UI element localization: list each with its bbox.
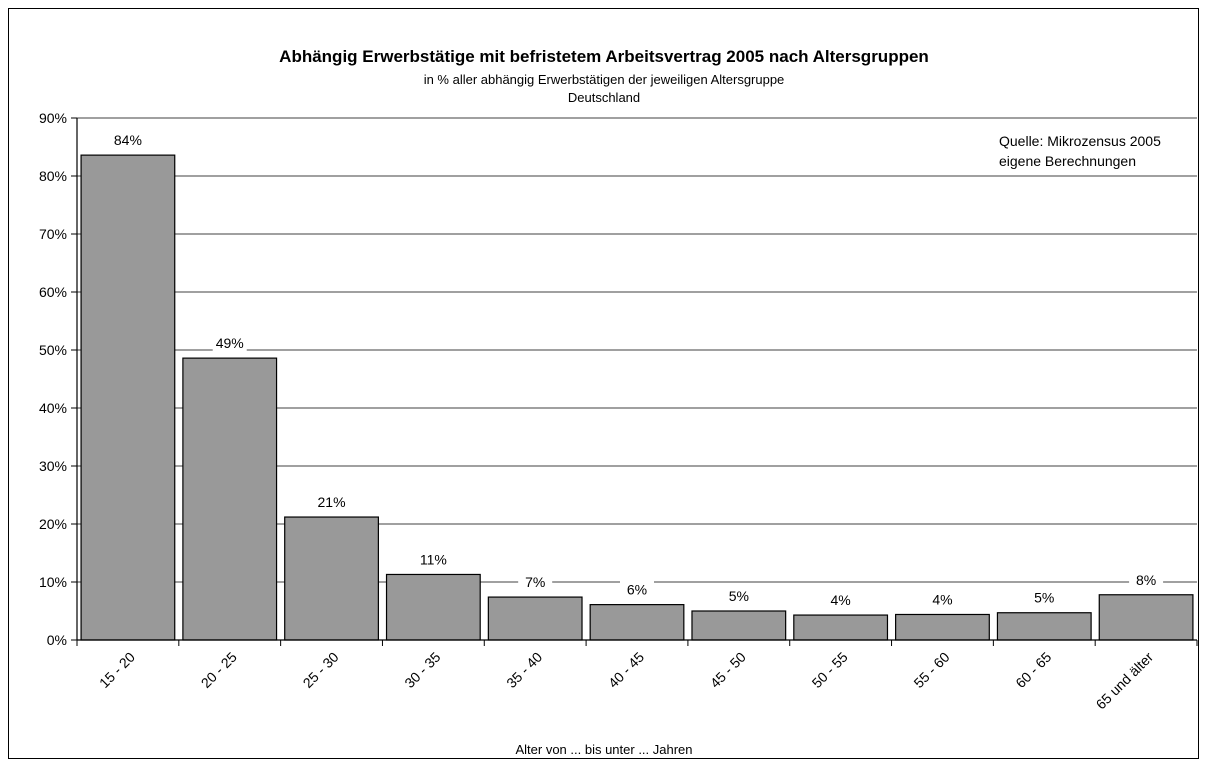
x-tick-label-2: 25 - 30 <box>300 649 342 691</box>
bar-0 <box>80 154 176 641</box>
value-label-3: 11% <box>420 551 447 567</box>
value-label-bg-0 <box>110 131 145 149</box>
y-tick-label-0: 0% <box>47 632 67 648</box>
x-tick-label-9: 60 - 65 <box>1012 649 1054 691</box>
value-label-1: 49% <box>216 335 244 351</box>
chart-title: Abhängig Erwerbstätige mit befristetem A… <box>279 47 929 66</box>
value-label-5: 6% <box>627 582 647 598</box>
y-tick-label-6: 60% <box>39 284 67 300</box>
value-label-bg-10 <box>1129 570 1164 588</box>
value-label-7: 4% <box>831 592 851 608</box>
value-label-bg-5 <box>620 580 654 598</box>
bar-3 <box>385 573 481 641</box>
bar-2 <box>284 516 379 641</box>
bar-9 <box>996 612 1092 641</box>
x-tick-label-1: 20 - 25 <box>198 649 240 691</box>
value-label-bg-2 <box>314 493 349 511</box>
y-tick-label-2: 20% <box>39 516 67 532</box>
source-note: Quelle: Mikrozensus 2005 eigene Berechnu… <box>999 131 1161 171</box>
value-label-9: 5% <box>1034 590 1054 606</box>
chart-frame <box>8 8 1199 759</box>
y-tick-label-5: 50% <box>39 342 67 358</box>
value-label-10: 8% <box>1136 572 1156 588</box>
value-label-bg-6 <box>721 587 756 604</box>
value-label-6: 5% <box>729 588 749 604</box>
bar-4 <box>487 596 583 641</box>
bar-8 <box>895 613 990 641</box>
value-label-8: 4% <box>932 591 952 607</box>
value-label-bg-8 <box>925 590 960 608</box>
bar-5 <box>589 604 685 641</box>
value-label-0: 84% <box>114 132 142 148</box>
x-axis-label: Alter von ... bis unter ... Jahren <box>515 742 693 757</box>
y-tick-label-1: 10% <box>39 574 67 590</box>
source-line-2: eigene Berechnungen <box>999 153 1137 169</box>
chart-region: Deutschland <box>567 90 641 105</box>
y-tick-label-3: 30% <box>39 458 67 474</box>
x-tick-label-8: 55 - 60 <box>910 649 952 691</box>
x-tick-label-0: 15 - 20 <box>96 649 138 691</box>
value-label-4: 7% <box>525 574 545 590</box>
value-label-bg-7 <box>823 591 858 609</box>
bar-7 <box>793 614 889 641</box>
x-tick-label-10: 65 und älter <box>1093 649 1157 713</box>
x-tick-label-3: 30 - 35 <box>401 649 443 691</box>
chart-subtitle: in % aller abhängig Erwerbstätigen der j… <box>423 72 785 87</box>
value-label-bg-3 <box>416 550 451 568</box>
bar-1 <box>182 357 278 641</box>
value-label-bg-9 <box>1027 588 1062 606</box>
value-label-2: 21% <box>318 494 346 510</box>
x-tick-label-6: 45 - 50 <box>707 649 749 691</box>
y-tick-label-8: 80% <box>39 168 67 184</box>
y-tick-label-9: 90% <box>39 110 67 126</box>
y-tick-label-4: 40% <box>39 400 67 416</box>
value-label-bg-4 <box>518 573 553 591</box>
x-tick-label-7: 50 - 55 <box>809 649 851 691</box>
source-line-1: Quelle: Mikrozensus 2005 <box>999 133 1161 149</box>
bar-6 <box>691 610 787 641</box>
value-label-bg-1 <box>212 334 247 352</box>
x-tick-label-5: 40 - 45 <box>605 649 647 691</box>
y-tick-label-7: 70% <box>39 226 67 242</box>
bar-10 <box>1098 594 1194 641</box>
x-tick-label-4: 35 - 40 <box>503 649 545 691</box>
